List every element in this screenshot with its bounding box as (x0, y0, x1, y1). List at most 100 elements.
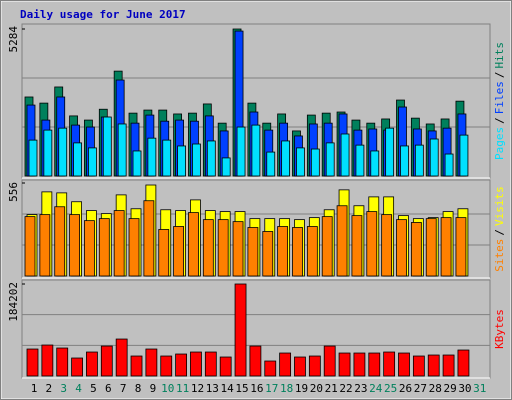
bar (459, 134, 469, 177)
y-tick-label: 5284 (7, 26, 20, 53)
bar (323, 345, 336, 377)
bar (264, 360, 277, 377)
bar (457, 349, 470, 377)
x-tick-label: 2 (46, 382, 53, 395)
bar (281, 140, 291, 177)
bar (425, 218, 437, 277)
bar (128, 218, 140, 277)
bar (294, 356, 306, 377)
bar (177, 145, 187, 177)
bar (412, 355, 425, 377)
bar (219, 356, 232, 377)
x-tick-label: 6 (105, 382, 112, 395)
bar (232, 221, 244, 277)
bar (84, 220, 95, 277)
bar (308, 355, 321, 377)
x-tick-label: 22 (339, 382, 352, 395)
y-tick-label: 556 (7, 182, 20, 202)
x-tick-label: 21 (325, 382, 338, 395)
legend-entry: Files (493, 81, 506, 114)
legend-separator: / (493, 229, 506, 236)
bar (28, 139, 38, 177)
bar (336, 205, 348, 277)
bar (279, 352, 292, 377)
bar (440, 217, 452, 277)
bar (321, 216, 333, 277)
bar (400, 145, 409, 177)
bar (145, 348, 158, 377)
bar (98, 218, 110, 277)
bar (71, 357, 83, 377)
bar (41, 344, 54, 377)
bar (88, 147, 97, 177)
bar (353, 352, 366, 377)
legend: KBytes (493, 309, 506, 349)
x-tick-label: 7 (120, 382, 127, 395)
bar (414, 144, 424, 177)
bar (277, 226, 289, 277)
x-tick-label: 9 (150, 382, 157, 395)
bar (147, 137, 157, 177)
legend-separator: / (493, 72, 506, 79)
bar (310, 148, 320, 177)
x-tick-label: 3 (60, 382, 67, 395)
bar (385, 127, 395, 177)
bar (56, 347, 69, 377)
bar (236, 126, 246, 177)
bar (262, 231, 274, 277)
bar (306, 226, 318, 277)
bar (338, 352, 351, 377)
x-tick-label: 29 (443, 382, 456, 395)
x-tick-label: 8 (135, 382, 142, 395)
x-tick-label: 12 (191, 382, 204, 395)
bar (58, 127, 68, 177)
x-tick-label: 14 (221, 382, 235, 395)
x-tick-label: 24 (369, 382, 383, 395)
bar (325, 142, 335, 177)
bar (370, 150, 380, 177)
bar (43, 129, 53, 177)
legend-separator: / (493, 117, 506, 124)
bar (429, 138, 439, 177)
x-tick-label: 1 (31, 382, 38, 395)
legend-entry: Pages (493, 127, 506, 160)
bar (340, 133, 350, 177)
bar (206, 140, 216, 177)
bar (192, 143, 201, 177)
bar (143, 200, 155, 277)
bar (249, 345, 262, 377)
x-tick-label: 10 (161, 382, 174, 395)
bar (26, 348, 39, 377)
x-tick-label: 18 (280, 382, 293, 395)
bar (113, 210, 125, 277)
bar (381, 214, 393, 277)
bar (175, 353, 188, 377)
bar (398, 352, 410, 377)
x-tick-label: 4 (75, 382, 82, 395)
bar (366, 211, 378, 277)
bar (54, 206, 66, 277)
bar (455, 217, 467, 277)
bar (251, 124, 261, 177)
bar (115, 338, 128, 377)
legend-entry: Sites (493, 239, 506, 272)
x-tick-label: 28 (429, 382, 442, 395)
bar (162, 139, 172, 177)
x-tick-label: 5 (90, 382, 97, 395)
bar (217, 219, 229, 277)
bar (410, 222, 422, 277)
bar (86, 351, 98, 377)
bar (351, 215, 363, 277)
bar (24, 216, 36, 277)
bar (368, 352, 381, 377)
x-tick-label: 27 (414, 382, 427, 395)
bar (100, 345, 113, 377)
y-tick-label: 184202 (7, 282, 20, 322)
bar (221, 157, 231, 177)
x-tick-label: 17 (265, 382, 278, 395)
bar (292, 227, 303, 277)
bar (442, 354, 455, 377)
bar (73, 142, 82, 177)
